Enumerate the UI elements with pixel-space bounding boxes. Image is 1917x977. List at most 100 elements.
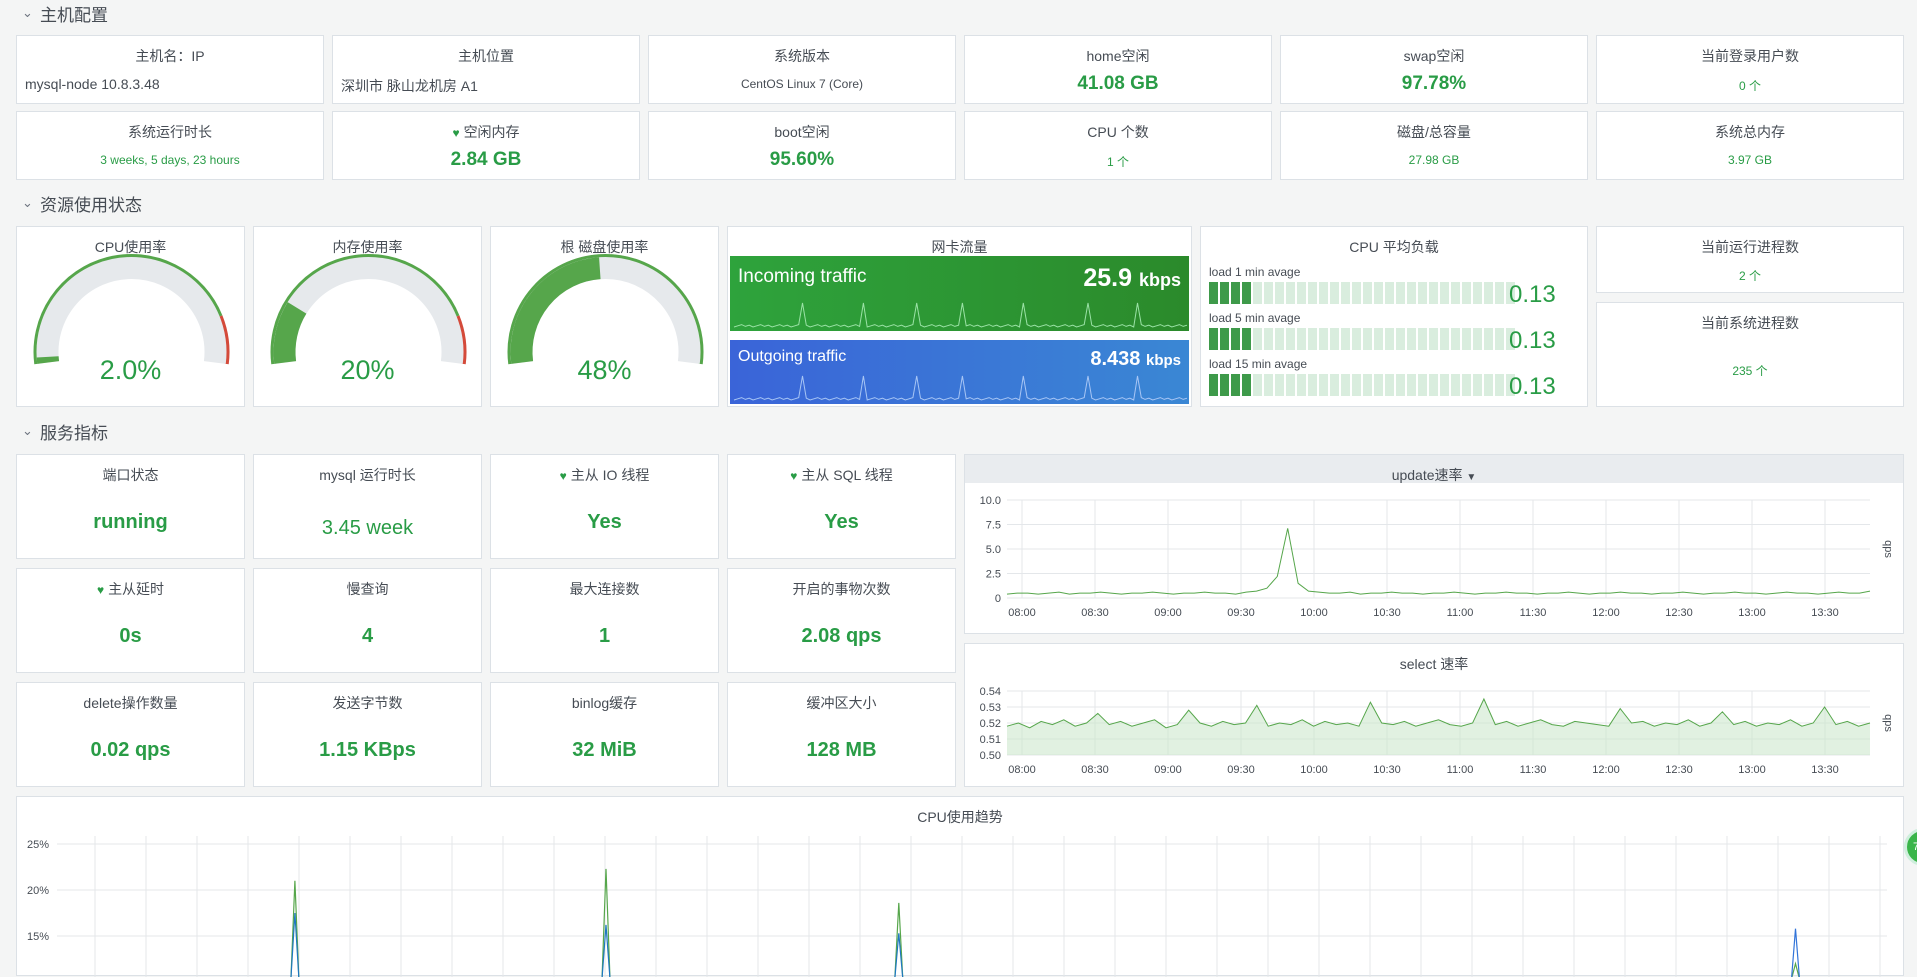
panel-sql-thread: ♥ 主从 SQL 线程 Yes xyxy=(727,454,956,559)
load-bar-segment xyxy=(1352,374,1361,396)
gauge-fill xyxy=(510,257,601,364)
panel-title: mysql 运行时长 xyxy=(319,467,416,483)
panel-title: ♥ 主从 SQL 线程 xyxy=(728,465,955,485)
outgoing-sparkline xyxy=(733,375,1188,401)
chevron-down-icon: ⌄ xyxy=(22,423,33,438)
section-resource-status[interactable]: ⌄ 资源使用状态 xyxy=(22,192,142,215)
gauge-track xyxy=(273,257,464,364)
x-tick-label: 12:00 xyxy=(1592,607,1620,619)
home-value: 41.08 GB xyxy=(1077,73,1159,94)
panel-max-conn: 最大连接数 1 xyxy=(490,568,719,673)
load-bar-segment xyxy=(1242,282,1251,304)
panel-header-hover[interactable] xyxy=(965,455,1903,483)
panel-buffer: 缓冲区大小 128 MB xyxy=(727,682,956,787)
load-bar-segment xyxy=(1396,374,1405,396)
load-bar-segment xyxy=(1209,282,1218,304)
panel-update-rate: update速率 ▼ 10.0 7.5 5.0 2.5 0 08:00 08:30 09:00… xyxy=(964,454,1904,634)
panel-title: CPU 平均负载 xyxy=(1349,239,1439,255)
totalmem-value: 3.97 GB xyxy=(1727,153,1773,167)
cpu-spike xyxy=(1791,928,1800,977)
load-bar-segment xyxy=(1330,328,1339,350)
x-tick-label: 12:00 xyxy=(1592,764,1620,776)
series-area xyxy=(1007,699,1870,755)
x-tick-label: 09:00 xyxy=(1154,607,1182,619)
x-tick-label: 09:00 xyxy=(1154,764,1182,776)
mem-gauge xyxy=(270,254,467,365)
floating-action-button[interactable]: 72 xyxy=(1904,828,1917,866)
uptime-value: 3 weeks, 5 days, 23 hours xyxy=(100,153,240,167)
panel-trx: 开启的事物次数 2.08 qps xyxy=(727,568,956,673)
panel-title[interactable]: update速率 ▼ xyxy=(965,465,1903,485)
gauge-track xyxy=(36,257,227,364)
incoming-traffic: Incoming traffic 25.9 kbps xyxy=(730,256,1189,331)
load-bar-segment xyxy=(1308,328,1317,350)
load-bar-segment xyxy=(1319,374,1328,396)
panel-title: CPU 个数 xyxy=(1087,124,1149,140)
panel-title: swap空闲 xyxy=(1403,48,1465,64)
panel-root-gauge: 根 磁盘使用率 48% xyxy=(490,226,719,407)
load-bar-segment xyxy=(1429,282,1438,304)
x-tick-label: 11:00 xyxy=(1447,764,1474,776)
load-bar-segment xyxy=(1484,374,1493,396)
panel-title: 根 磁盘使用率 xyxy=(560,239,649,255)
x-tick-label: 11:00 xyxy=(1447,607,1474,619)
trx-value: 2.08 qps xyxy=(801,625,882,647)
caret-down-icon[interactable]: ▼ xyxy=(1466,472,1477,483)
cpu-spike xyxy=(894,933,904,977)
load-bar-segment xyxy=(1341,328,1350,350)
load-bar-segment xyxy=(1341,282,1350,304)
load-bar-segment xyxy=(1385,328,1394,350)
load-bar-segment xyxy=(1220,328,1229,350)
cpu-gauge xyxy=(33,254,230,365)
io-thread-value: Yes xyxy=(587,511,622,533)
section-host-config[interactable]: ⌄ 主机配置 xyxy=(22,2,108,25)
panel-title: 当前登录用户数 xyxy=(1701,48,1799,64)
panel-title: boot空闲 xyxy=(774,124,830,140)
mem-gauge-value: 20% xyxy=(340,355,395,385)
section-service-metrics[interactable]: ⌄ 服务指标 xyxy=(22,420,108,443)
gauge-fill xyxy=(273,302,307,364)
y-tick-label: 0.50 xyxy=(980,750,1001,762)
outgoing-label: Outgoing traffic xyxy=(738,348,847,365)
load-bar-segment xyxy=(1385,374,1394,396)
panel-title: 系统版本 xyxy=(774,48,830,64)
location-value: 深圳市 脉山龙机房 A1 xyxy=(341,78,478,94)
y-tick-label: 7.5 xyxy=(986,520,1001,532)
load-bar-segment xyxy=(1308,282,1317,304)
load-bar-segment xyxy=(1330,374,1339,396)
load-bar-segment xyxy=(1286,328,1295,350)
panel-delete: delete操作数量 0.02 qps xyxy=(16,682,245,787)
x-tick-label: 13:00 xyxy=(1738,764,1766,776)
load-bar-segment xyxy=(1319,328,1328,350)
load-bar-segment xyxy=(1440,328,1449,350)
load-bar-segment xyxy=(1418,282,1427,304)
load-bar-segment xyxy=(1462,374,1471,396)
incoming-label: Incoming traffic xyxy=(738,266,867,287)
panel-cpu-trend: CPU使用趋势 25% 20% 15% xyxy=(16,796,1904,977)
panel-cpus: CPU 个数 1 个 xyxy=(964,111,1272,180)
panel-title: binlog缓存 xyxy=(571,695,638,711)
y-tick-label: 0 xyxy=(995,593,1001,605)
y-tick-label: 2.5 xyxy=(986,569,1001,581)
panel-title: 系统运行时长 xyxy=(128,124,212,140)
panel-mysql-uptime: mysql 运行时长 3.45 week xyxy=(253,454,482,559)
panel-network: 网卡流量 Incoming traffic 25.9 kbps Outgoing… xyxy=(727,226,1192,407)
load-bar-segment xyxy=(1396,282,1405,304)
panel-title: 慢查询 xyxy=(346,581,389,597)
load-bar-segment xyxy=(1242,328,1251,350)
heart-icon: ♥ xyxy=(790,469,798,483)
y-tick-label: 0.51 xyxy=(980,734,1001,746)
sql-thread-value: Yes xyxy=(824,511,859,533)
os-value: CentOS Linux 7 (Core) xyxy=(740,77,864,91)
load-bar-segment xyxy=(1297,374,1306,396)
panel-users: 当前登录用户数 0 个 xyxy=(1596,35,1904,104)
load-bar-segment xyxy=(1275,374,1284,396)
panel-running-procs: 当前运行进程数 2 个 xyxy=(1596,226,1904,293)
load-bar-segment xyxy=(1506,328,1515,350)
load-bar-segment xyxy=(1484,282,1493,304)
y-tick-label: 0.52 xyxy=(980,718,1001,730)
mysql-uptime-value: 3.45 week xyxy=(321,517,414,539)
panel-title: 主机位置 xyxy=(458,48,514,64)
load-bar-segment xyxy=(1363,374,1372,396)
load-5-label: load 5 min avage xyxy=(1209,311,1301,325)
